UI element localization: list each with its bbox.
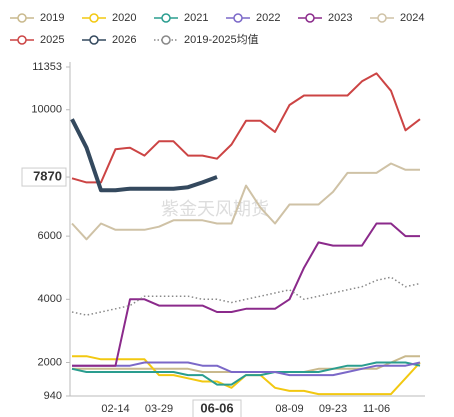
y-tick-label: 7870 — [33, 168, 62, 183]
legend-marker — [89, 35, 99, 45]
series-line — [71, 361, 421, 386]
legend-marker — [233, 13, 243, 23]
x-tick-label: 02-14 — [101, 403, 129, 415]
y-tick-label: 10000 — [31, 104, 62, 116]
legend-label: 2024 — [400, 12, 424, 24]
legend-label: 2019-2025均值 — [184, 33, 259, 46]
current-date-box — [192, 399, 242, 417]
legend-marker — [17, 13, 27, 23]
legend-marker — [17, 35, 27, 45]
x-tick-label: 08-09 — [275, 403, 303, 415]
y-tick-label: 4000 — [38, 293, 62, 305]
legend-marker — [161, 13, 171, 23]
y-tick-label: 2000 — [38, 356, 62, 368]
series-line — [71, 72, 421, 184]
series-line — [72, 361, 421, 377]
legend-marker — [305, 13, 315, 23]
series-line — [71, 162, 420, 241]
x-tick-label: 03-29 — [145, 403, 173, 415]
legend-label: 2019 — [40, 12, 64, 24]
legend-label: 2021 — [184, 12, 208, 24]
legend-marker — [377, 13, 387, 23]
watermark: 紫金天风期货 — [161, 199, 269, 219]
series-line — [72, 222, 420, 367]
legend-label: 2025 — [40, 34, 64, 46]
legend-label: 2026 — [112, 34, 136, 46]
x-tick-label: 11-06 — [363, 403, 390, 415]
legend-marker — [161, 35, 171, 45]
series-line — [70, 118, 218, 193]
legend-label: 2020 — [112, 12, 136, 24]
x-tick-label: 06-06 — [200, 400, 233, 415]
legend-marker — [89, 13, 99, 23]
series-line — [71, 276, 421, 316]
legend-label: 2022 — [256, 12, 280, 24]
y-tick-label: 940 — [44, 390, 62, 402]
y-tick-label: 11353 — [32, 61, 62, 73]
legend-label: 2023 — [328, 12, 352, 24]
x-tick-label: 09-23 — [319, 403, 347, 415]
current-value-box — [21, 167, 67, 187]
y-tick-label: 6000 — [38, 230, 62, 242]
